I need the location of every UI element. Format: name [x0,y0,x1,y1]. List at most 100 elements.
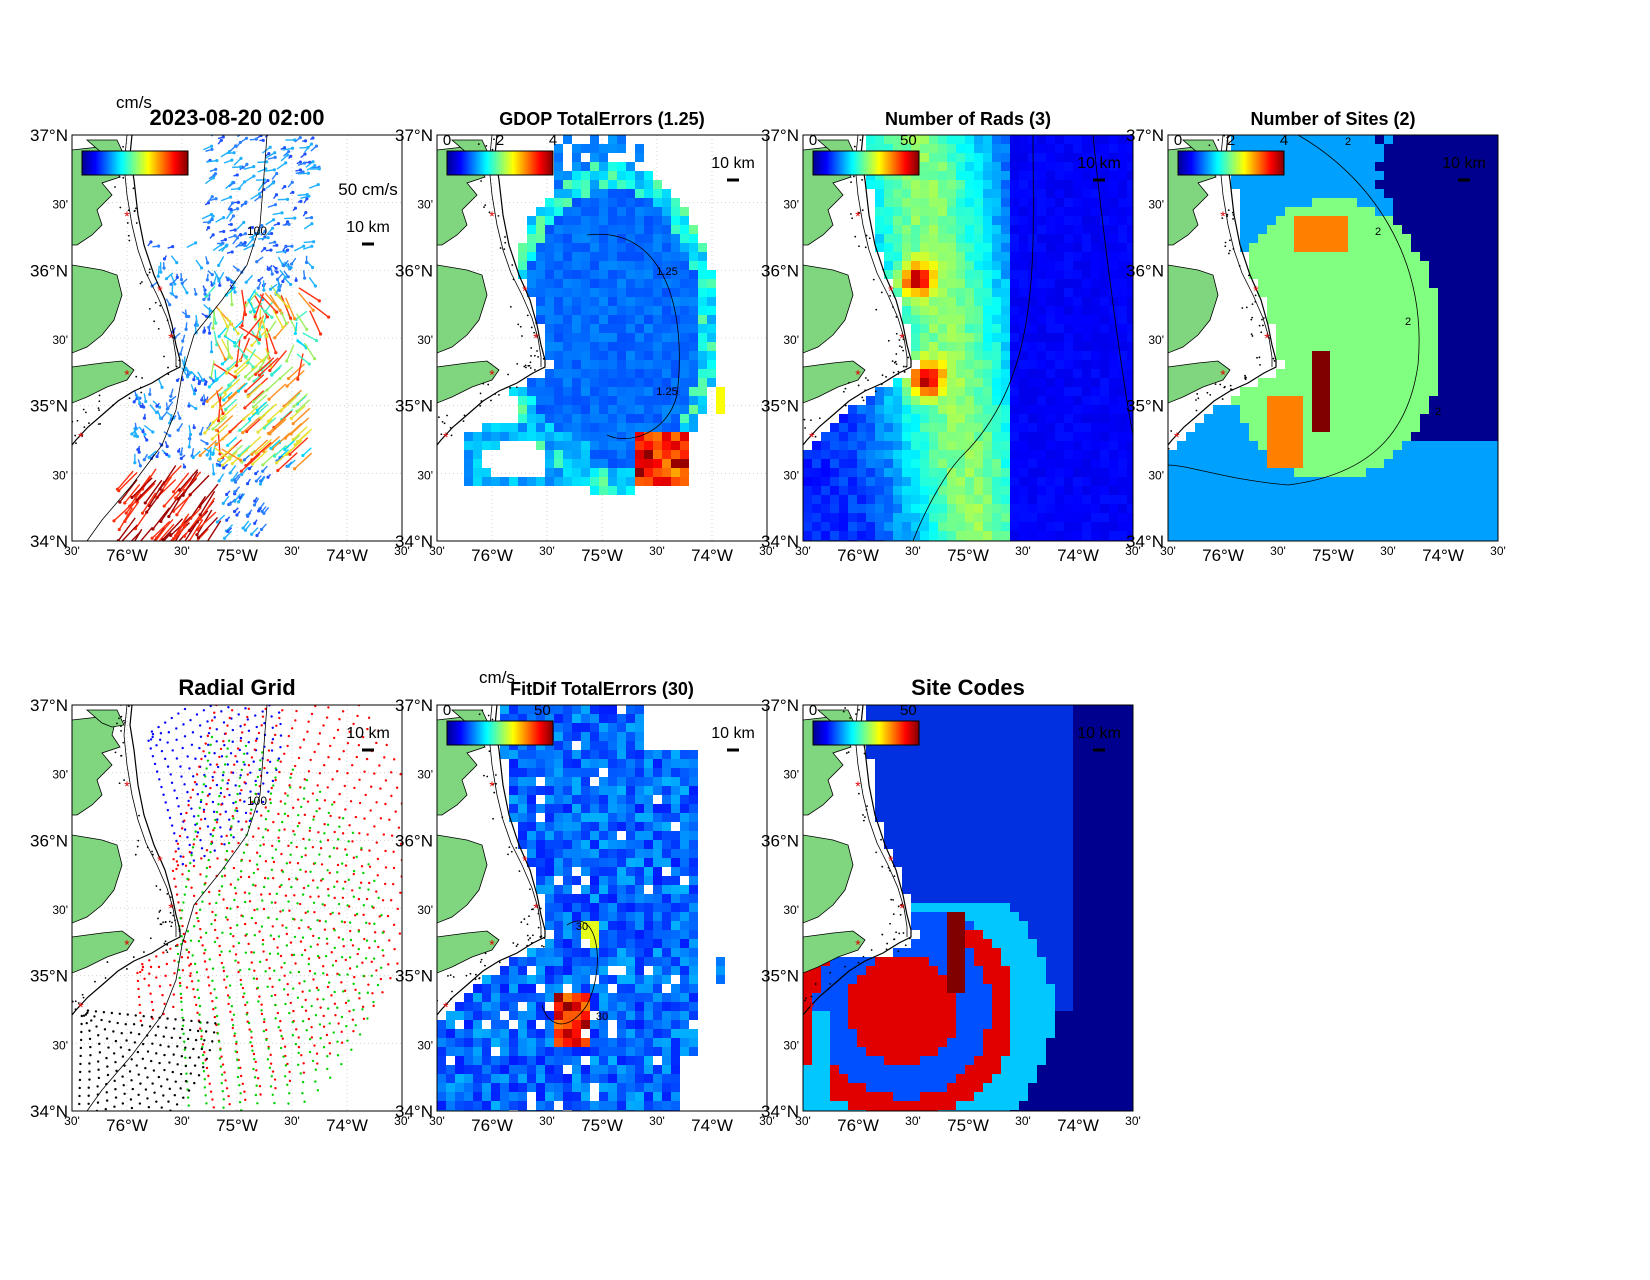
nrads-cell [1001,243,1010,252]
nrads-cell [803,468,812,477]
nrads-cell [1010,207,1019,216]
gdop-cell [545,342,554,351]
nsites-cell [1330,288,1339,297]
nrads-cell [902,396,911,405]
nrads-cell [1037,531,1046,540]
nrads-cell [1073,468,1082,477]
nrads-cell [1046,468,1055,477]
nrads-cell [1046,486,1055,495]
nrads-cell [1001,450,1010,459]
gdop-cell [464,477,473,486]
nrads-cell [1109,387,1118,396]
nrads-cell [1127,351,1136,360]
nrads-cell [983,504,992,513]
nrads-cell [938,297,947,306]
nsites-cell [1258,189,1267,198]
coast-dot [896,333,898,335]
nsites-cell [1294,324,1303,333]
nrads-cell [947,216,956,225]
nrads-cell [1082,441,1091,450]
nrads-cell [1019,171,1028,180]
vector-head [176,379,179,382]
gdop-cell [644,252,653,261]
gdop-cell [554,162,563,171]
nsites-cell [1375,153,1384,162]
nsites-cell [1420,234,1429,243]
nsites-cell [1339,198,1348,207]
nrads-cell [1010,225,1019,234]
nrads-cell [974,450,983,459]
gdop-cell [590,189,599,198]
gdop-cell [662,333,671,342]
nsites-cell [1375,432,1384,441]
nrads-cell [1028,378,1037,387]
nsites-cell [1474,207,1483,216]
nsites-cell [1231,396,1240,405]
gdop-cell [572,279,581,288]
nsites-cell [1483,486,1492,495]
nsites-cell [1294,144,1303,153]
nsites-cell [1420,288,1429,297]
nsites-cell [1384,270,1393,279]
nrads-cell [929,189,938,198]
nrads-cell [938,162,947,171]
nsites-cell [1366,162,1375,171]
nsites-cell [1474,234,1483,243]
gdop-cell [554,324,563,333]
gdop-cell [689,423,698,432]
gdop-cell [599,369,608,378]
nrads-cell [1091,198,1100,207]
nsites-cell [1456,396,1465,405]
nrads-cell [902,387,911,396]
nsites-cell [1276,252,1285,261]
nrads-cell [965,144,974,153]
coast-dot [893,372,895,374]
gdop-cell [599,387,608,396]
gdop-cell [527,252,536,261]
coast-dot [167,367,169,369]
nrads-cell [1118,207,1127,216]
gdop-cell [599,162,608,171]
nrads-cell [1082,261,1091,270]
nsites-cell [1294,297,1303,306]
nrads-cell [920,225,929,234]
gdop-cell [599,225,608,234]
nrads-cell [983,468,992,477]
nrads-cell [1064,189,1073,198]
gdop-cell [626,342,635,351]
gdop-cell [590,459,599,468]
nrads-cell [920,369,929,378]
gdop-cell [617,324,626,333]
coast-dot [881,292,883,294]
nsites-cell [1330,171,1339,180]
gdop-cell [518,243,527,252]
vector-head [211,273,214,276]
vector-head [234,228,237,231]
vector-head [212,427,215,430]
nsites-cell [1294,405,1303,414]
nrads-cell [839,468,848,477]
nsites-cell [1375,315,1384,324]
nsites-cell [1375,306,1384,315]
nsites-cell [1249,495,1258,504]
coast-dot [536,350,538,352]
nsites-cell [1321,279,1330,288]
vector-head [162,266,165,269]
nsites-cell [1366,243,1375,252]
nrads-cell [848,513,857,522]
nrads-cell [956,252,965,261]
nsites-cell [1276,270,1285,279]
nrads-cell [1082,351,1091,360]
nrads-cell [992,513,1001,522]
nsites-cell [1483,378,1492,387]
nsites-cell [1420,405,1429,414]
vector-head [286,305,289,308]
nrads-cell [875,234,884,243]
nsites-cell [1393,189,1402,198]
nrads-cell [1055,135,1064,144]
nrads-cell [884,225,893,234]
gdop-cell [563,306,572,315]
nsites-cell [1321,225,1330,234]
vector-head [223,537,226,540]
nrads-cell [875,396,884,405]
